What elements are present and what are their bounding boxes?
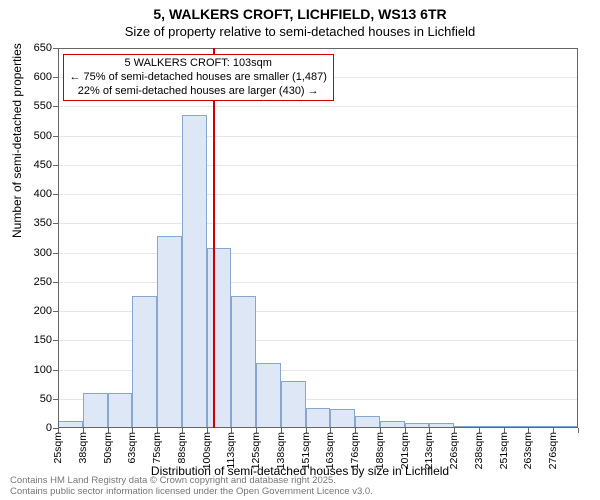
ytick-mark [53, 253, 58, 254]
ytick-mark [53, 370, 58, 371]
ytick-label: 200 [12, 305, 52, 317]
ytick-label: 450 [12, 159, 52, 171]
ytick-label: 400 [12, 188, 52, 200]
xtick-label: 25sqm [52, 432, 64, 464]
ytick-mark [53, 223, 58, 224]
xtick-label: 38sqm [77, 432, 89, 464]
ytick-mark [53, 194, 58, 195]
ytick-mark [53, 340, 58, 341]
annotation-line: 22% of semi-detached houses are larger (… [70, 85, 327, 99]
chart-title-main: 5, WALKERS CROFT, LICHFIELD, WS13 6TR [0, 6, 600, 24]
annotation-box: 5 WALKERS CROFT: 103sqm← 75% of semi-det… [63, 54, 334, 101]
ytick-label: 150 [12, 334, 52, 346]
xtick-label: 63sqm [126, 432, 138, 464]
xtick-label: 88sqm [176, 432, 188, 464]
xtick-label: 50sqm [102, 432, 114, 464]
ytick-mark [53, 311, 58, 312]
ytick-mark [53, 165, 58, 166]
xtick-label: 75sqm [151, 432, 163, 464]
property-marker-line [213, 48, 215, 428]
chart-plot-area: 5 WALKERS CROFT: 103sqm← 75% of semi-det… [58, 48, 578, 428]
ytick-mark [53, 136, 58, 137]
footer-line-2: Contains public sector information licen… [10, 487, 373, 498]
ytick-mark [53, 48, 58, 49]
ytick-mark [53, 282, 58, 283]
ytick-label: 600 [12, 71, 52, 83]
chart-title-sub: Size of property relative to semi-detach… [0, 24, 600, 40]
annotation-line: ← 75% of semi-detached houses are smalle… [70, 71, 327, 85]
plot-frame [58, 48, 578, 428]
ytick-label: 650 [12, 42, 52, 54]
attribution-footer: Contains HM Land Registry data © Crown c… [10, 476, 373, 498]
xtick-mark [578, 428, 579, 433]
chart-title-block: 5, WALKERS CROFT, LICHFIELD, WS13 6TR Si… [0, 0, 600, 40]
ytick-label: 0 [12, 422, 52, 434]
ytick-label: 250 [12, 276, 52, 288]
ytick-mark [53, 399, 58, 400]
ytick-label: 100 [12, 364, 52, 376]
ytick-label: 550 [12, 100, 52, 112]
ytick-mark [53, 77, 58, 78]
ytick-label: 300 [12, 247, 52, 259]
ytick-label: 350 [12, 217, 52, 229]
annotation-line: 5 WALKERS CROFT: 103sqm [70, 57, 327, 71]
ytick-label: 50 [12, 393, 52, 405]
ytick-label: 500 [12, 130, 52, 142]
ytick-mark [53, 106, 58, 107]
